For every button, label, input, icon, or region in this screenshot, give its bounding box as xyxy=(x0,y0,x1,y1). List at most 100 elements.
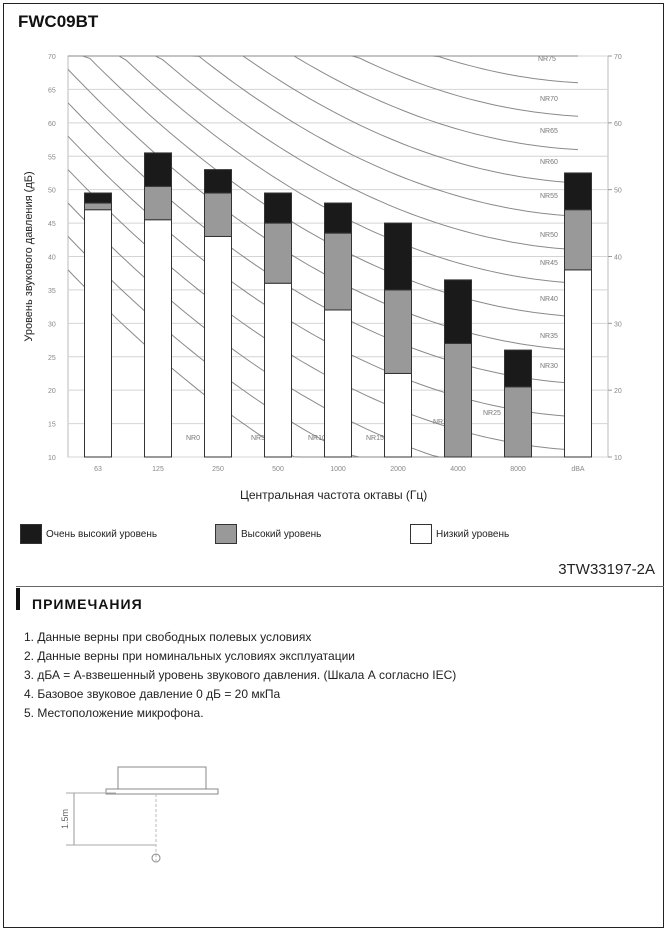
nr-label: NR60 xyxy=(540,159,558,166)
y-tick-label: 70 xyxy=(48,54,56,61)
nr-label: NR40 xyxy=(540,296,558,303)
bar-segment xyxy=(444,279,472,344)
x-tick-label: 250 xyxy=(212,466,224,473)
x-tick-label: 63 xyxy=(94,466,102,473)
legend-label-low: Низкий уровень xyxy=(436,528,510,540)
right-y-tick-label: 60 xyxy=(614,121,622,128)
nr-curve xyxy=(68,55,579,284)
notes-title: ПРИМЕЧАНИЯ xyxy=(32,596,143,612)
x-tick-label: 2000 xyxy=(390,466,406,473)
y-tick-label: 65 xyxy=(48,87,56,94)
nr-label: NR5 xyxy=(251,435,265,442)
legend-swatch-high xyxy=(215,524,237,544)
nr-label: NR55 xyxy=(540,193,558,200)
note-item: 4. Базовое звуковое давление 0 дБ = 20 м… xyxy=(24,687,281,701)
nr-label: NR65 xyxy=(540,128,558,135)
unit-panel xyxy=(105,788,219,795)
distance-label: 1.5m xyxy=(60,809,70,829)
note-item: 1. Данные верны при свободных полевых ус… xyxy=(24,630,312,644)
right-y-tick-label: 50 xyxy=(614,188,622,195)
legend-label-very-high: Очень высокий уровень xyxy=(46,528,158,540)
nr-label: NR0 xyxy=(186,435,200,442)
nr-label: NR20 xyxy=(433,419,451,426)
nr-label: NR15 xyxy=(366,435,384,442)
right-y-tick-label: 30 xyxy=(614,321,622,328)
bar-segment xyxy=(324,309,352,458)
y-tick-label: 60 xyxy=(48,121,56,128)
bar-segment xyxy=(564,269,592,458)
model-title: FWC09BT xyxy=(18,12,99,31)
bar-segment xyxy=(504,349,532,388)
nr-label: NR45 xyxy=(540,260,558,267)
bar-segment xyxy=(204,192,232,237)
bar-segment xyxy=(144,152,172,187)
nr-label: NR10 xyxy=(308,435,326,442)
bar-segment xyxy=(324,202,352,234)
bar-segment xyxy=(84,202,112,211)
legend-label-high: Высокий уровень xyxy=(241,528,322,540)
x-tick-label: dBA xyxy=(571,466,585,473)
note-item: 3. дБА = А-взвешенный уровень звукового … xyxy=(24,668,457,682)
x-tick-label: 8000 xyxy=(510,466,526,473)
note-item: 2. Данные верны при номинальных условиях… xyxy=(24,649,355,663)
right-y-tick-label: 20 xyxy=(614,388,622,395)
y-tick-label: 15 xyxy=(48,422,56,429)
bar-segment xyxy=(144,219,172,458)
x-tick-label: 500 xyxy=(272,466,284,473)
notes-list: 1. Данные верны при свободных полевых ус… xyxy=(24,628,456,723)
x-tick-label: 4000 xyxy=(450,466,466,473)
y-tick-label: 40 xyxy=(48,255,56,262)
y-tick-label: 55 xyxy=(48,154,56,161)
nr-label: NR35 xyxy=(540,333,558,340)
nr-label: NR70 xyxy=(540,96,558,103)
legend-very-high: Очень высокий уровень xyxy=(20,524,157,544)
y-tick-label: 10 xyxy=(48,455,56,462)
legend-swatch-low xyxy=(410,524,432,544)
microphone-location-diagram: 1.5m xyxy=(60,766,219,863)
notes-marker xyxy=(16,588,20,610)
nr-label: NR50 xyxy=(540,232,558,239)
nr-curve xyxy=(68,55,579,251)
x-tick-label: 125 xyxy=(152,466,164,473)
bar-segment xyxy=(504,386,532,458)
bar-segment xyxy=(84,192,112,204)
bar-segment xyxy=(144,185,172,221)
section-divider xyxy=(16,586,664,587)
bar-segment xyxy=(264,222,292,284)
bar-segment xyxy=(384,222,412,291)
nr-label: NR30 xyxy=(540,363,558,370)
microphone-icon xyxy=(151,853,161,863)
bar-segment xyxy=(84,209,112,458)
y-tick-label: 35 xyxy=(48,288,56,295)
note-item: 5. Местоположение микрофона. xyxy=(24,706,204,720)
legend-swatch-very-high xyxy=(20,524,42,544)
bar-segment xyxy=(324,232,352,311)
y-tick-label: 50 xyxy=(48,188,56,195)
nr-label: NR25 xyxy=(483,410,501,417)
y-tick-label: 20 xyxy=(48,388,56,395)
bar-segment xyxy=(264,282,292,458)
unit-body xyxy=(117,766,207,790)
y-tick-label: 25 xyxy=(48,355,56,362)
bar-segment xyxy=(384,289,412,374)
bar-segment xyxy=(204,169,232,194)
right-y-tick-label: 70 xyxy=(614,54,622,61)
sound-pressure-chart: 10 15 20 25 30 35 40 45 50 55 60 65 70 10 20 30 40 50 60 70… xyxy=(23,54,622,473)
right-y-tick-label: 40 xyxy=(614,255,622,262)
y-tick-label: 45 xyxy=(48,221,56,228)
bar-segment xyxy=(564,172,592,211)
y-tick-label: 30 xyxy=(48,321,56,328)
bar-segment xyxy=(384,372,412,458)
bar-segment xyxy=(264,192,292,224)
legend-high: Высокий уровень xyxy=(215,524,321,544)
bar-segment xyxy=(444,342,472,458)
x-tick-label: 1000 xyxy=(330,466,346,473)
bar-segment xyxy=(204,235,232,458)
legend-low: Низкий уровень xyxy=(410,524,509,544)
document-reference: 3TW33197-2A xyxy=(558,561,655,578)
y-axis-label: Уровень звукового давления (дБ) xyxy=(23,171,35,341)
nr-curve xyxy=(67,69,579,351)
nr-curve xyxy=(68,55,579,318)
x-axis-label: Центральная частота октавы (Гц) xyxy=(240,488,428,502)
bar-segment xyxy=(564,209,592,271)
